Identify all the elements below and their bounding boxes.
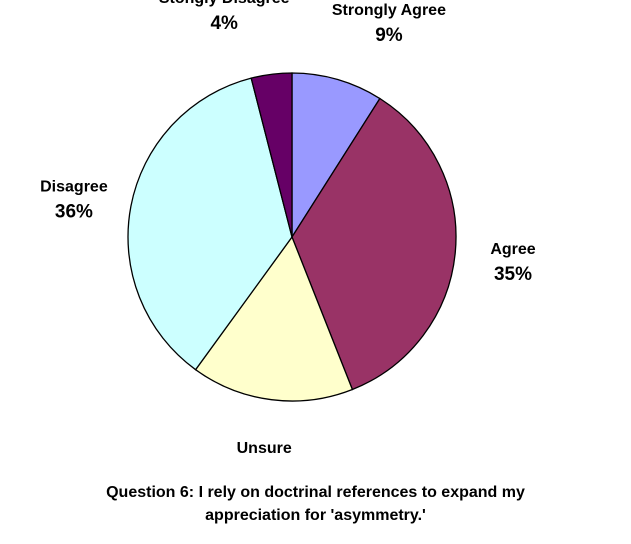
pie-labels: Strongly Agree9%Agree35%Unsure16%Disagre… [40,0,536,457]
slice-label-unsure: Unsure [237,440,292,457]
pie-slices [127,72,457,402]
pie-slice-stongly-disagree [250,72,293,238]
slice-label-agree: Agree [490,241,535,258]
pie-slice-strongly-agree [291,72,381,240]
chart-title-line-2: appreciation for 'asymmetry.' [205,507,426,524]
pie-slice-disagree [127,77,293,371]
pie-slice-agree [291,97,457,391]
slice-label-disagree: Disagree [40,178,108,195]
slice-value-disagree: 36% [55,201,93,222]
slice-value-strongly-agree: 9% [375,25,403,46]
chart-title-line-1: Question 6: I rely on doctrinal referenc… [106,484,525,501]
slice-value-stongly-disagree: 4% [210,13,238,34]
pie-chart-svg: Strongly Agree9%Agree35%Unsure16%Disagre… [40,0,536,457]
pie-slice-unsure [194,235,354,402]
slice-label-strongly-agree: Strongly Agree [332,2,446,19]
chart-title: Question 6: I rely on doctrinal referenc… [0,481,631,527]
slice-value-agree: 35% [494,264,532,285]
slice-label-stongly-disagree: Stongly Disagree [159,0,290,7]
